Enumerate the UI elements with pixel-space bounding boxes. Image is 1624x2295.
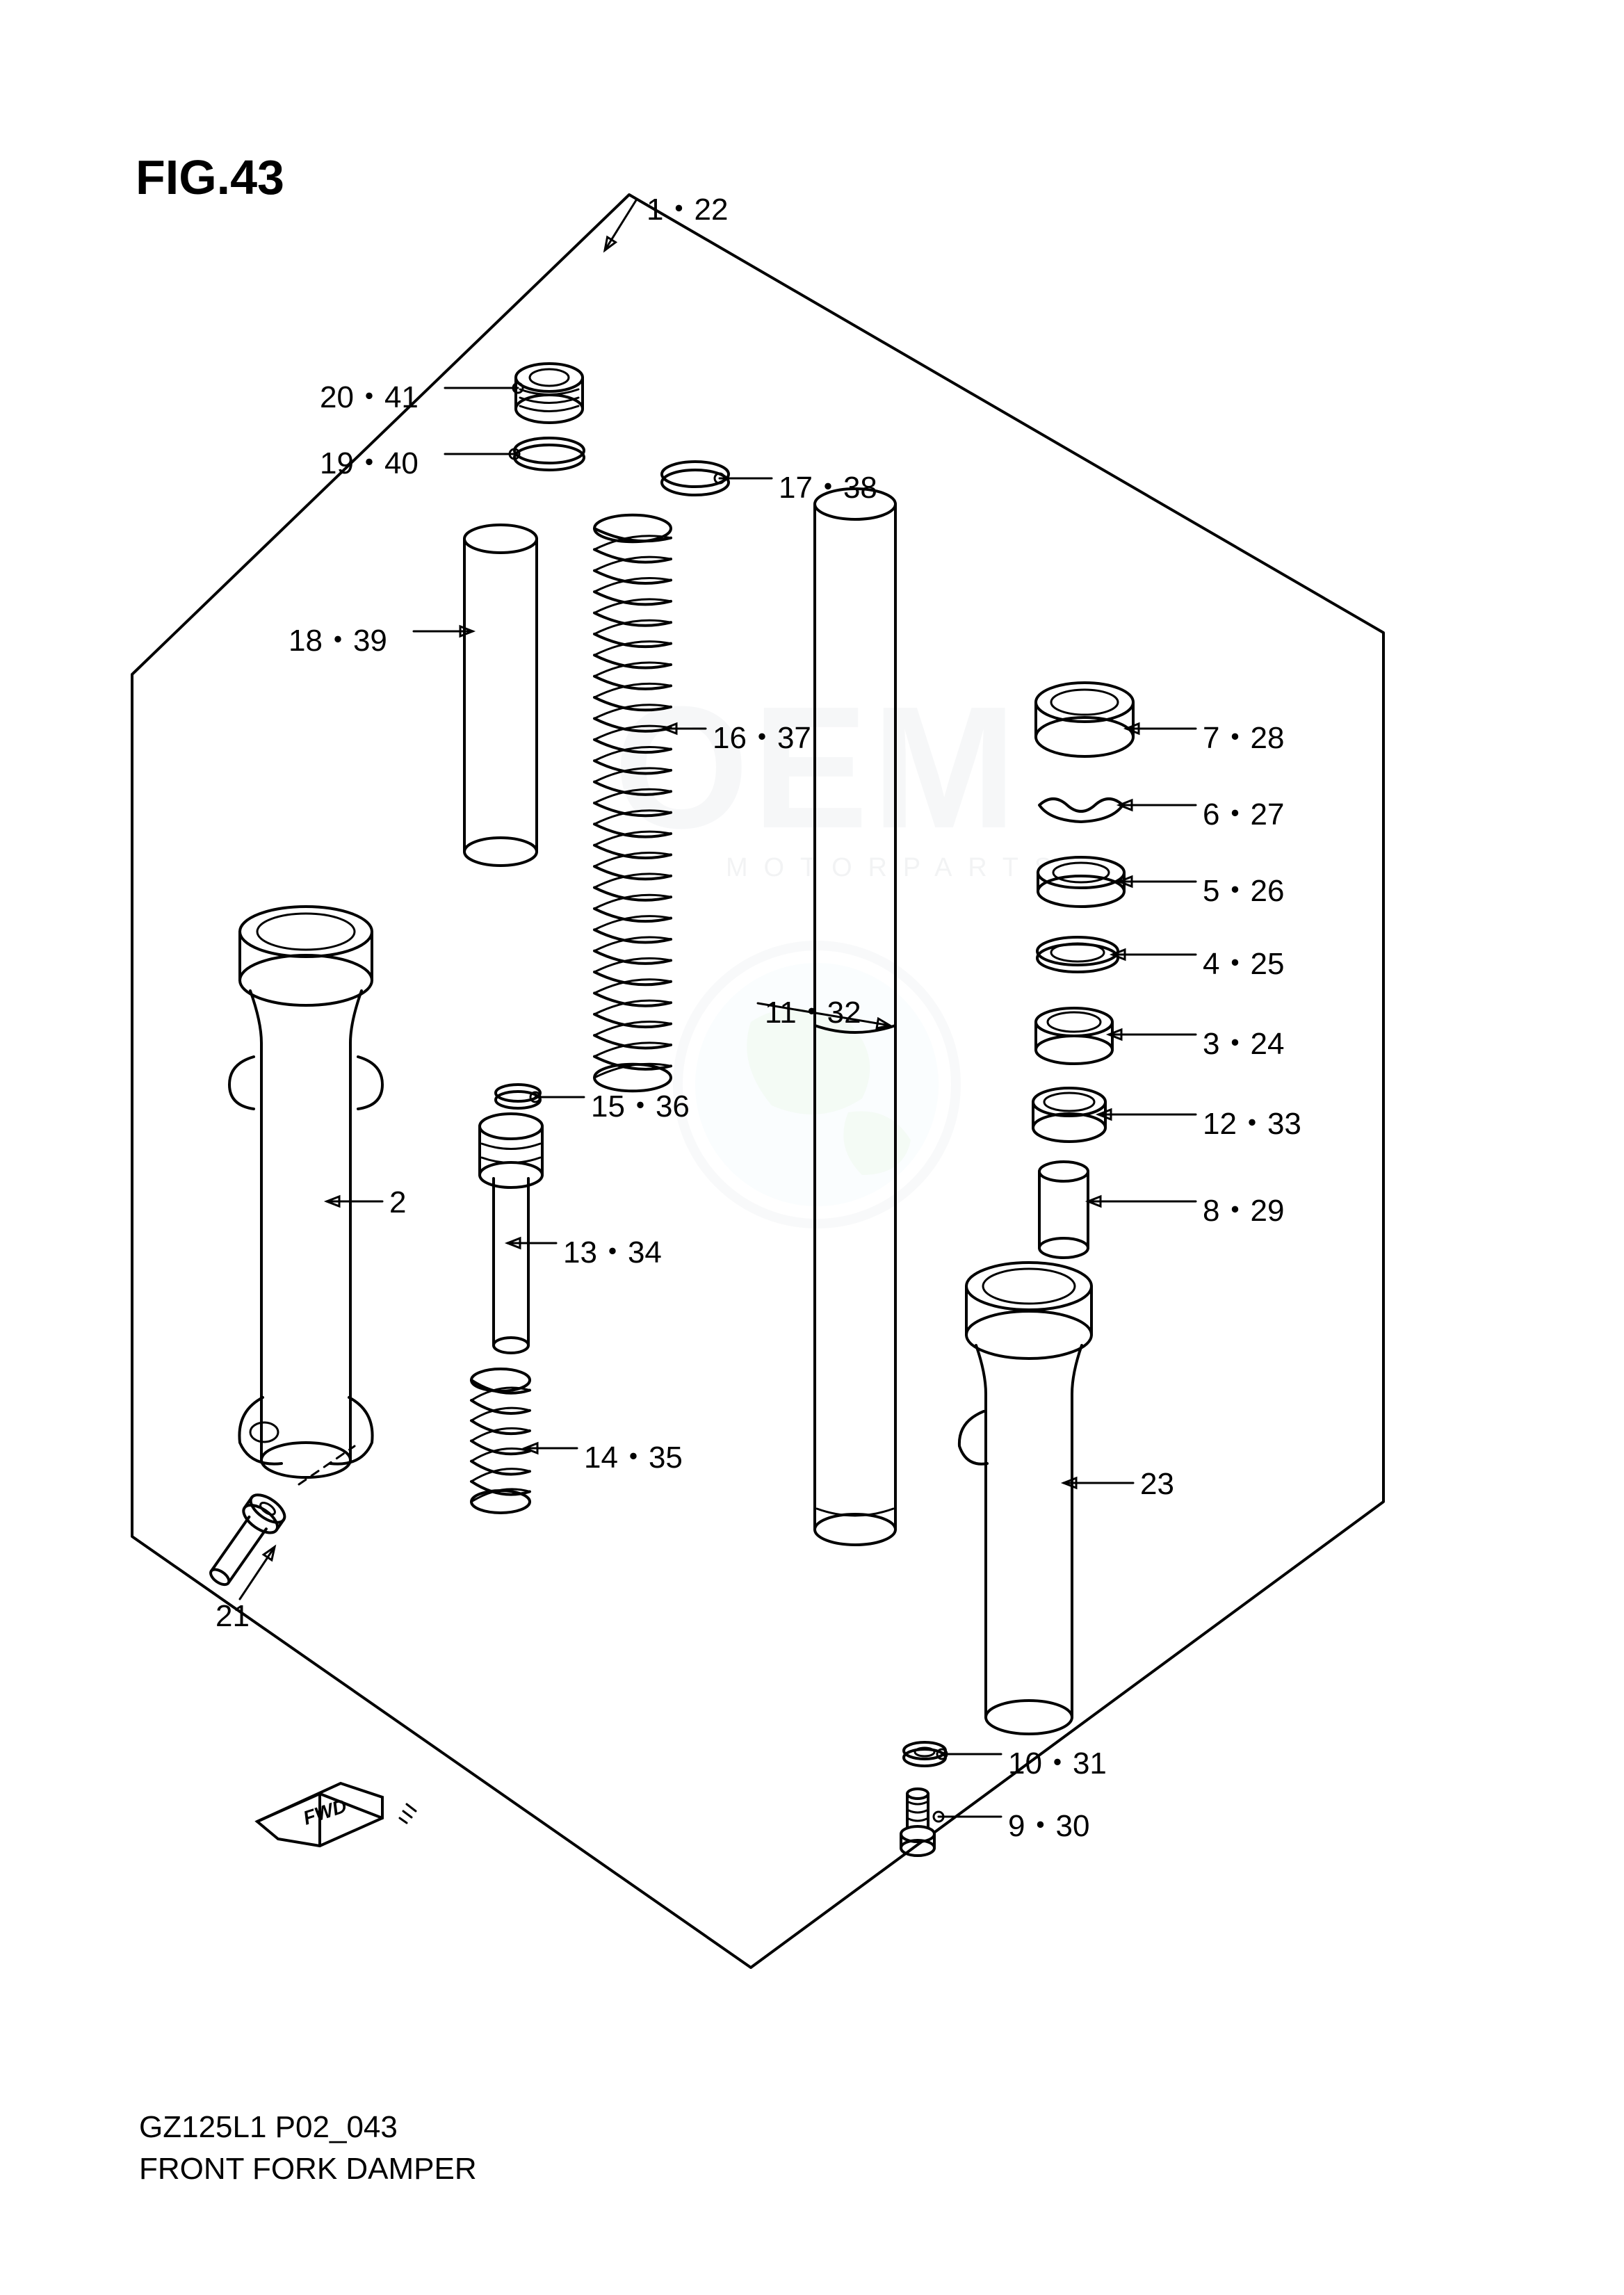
callout-c12: 12・33 (1203, 1098, 1301, 1143)
part-oring-19 (514, 438, 584, 470)
callout-c18: 18・39 (289, 615, 387, 660)
fwd-arrow-icon: FWD (257, 1783, 416, 1846)
callout-c7: 7・28 (1203, 713, 1284, 757)
part-bushing-3 (1036, 1008, 1112, 1064)
part-piston-ring-15 (496, 1085, 540, 1108)
callout-c11: 11・32 (765, 987, 861, 1032)
callout-c23: 23 (1140, 1467, 1174, 1502)
callout-c2: 2 (389, 1185, 406, 1220)
callout-c14: 14・35 (584, 1432, 683, 1477)
footer-line-1: GZ125L1 P02_043 (139, 2110, 398, 2145)
part-dust-seal-7 (1036, 683, 1133, 756)
callout-c13: 13・34 (563, 1227, 662, 1272)
part-rebound-spring-14 (471, 1369, 530, 1513)
part-outer-tube-left-2 (229, 907, 382, 1477)
part-washer-4 (1037, 937, 1118, 972)
part-main-spring-16 (594, 515, 671, 1092)
part-cap-bolt-20 (516, 364, 583, 423)
callout-c9: 9・30 (1008, 1801, 1089, 1845)
callout-c5: 5・26 (1203, 866, 1284, 910)
callout-c6: 6・27 (1203, 789, 1284, 834)
callout-c15: 15・36 (591, 1081, 690, 1126)
callout-c10: 10・31 (1008, 1738, 1107, 1783)
callout-c4: 4・25 (1203, 939, 1284, 983)
exploded-diagram: .ln { stroke:#000; stroke-width:4; fill:… (0, 0, 1624, 2295)
part-gasket-10 (904, 1742, 945, 1766)
callout-c16: 16・37 (713, 713, 811, 757)
callout-c8: 8・29 (1203, 1185, 1284, 1230)
part-oil-seal-5 (1038, 857, 1124, 907)
footer-line-2: FRONT FORK DAMPER (139, 2152, 477, 2187)
part-snap-ring-6 (1039, 799, 1123, 822)
callout-c3: 3・24 (1203, 1019, 1284, 1063)
callout-c19: 19・40 (320, 438, 419, 482)
callout-c1: 1・22 (647, 184, 728, 229)
callout-c17: 17・38 (779, 462, 877, 507)
part-bolt-21 (201, 1489, 289, 1592)
callout-c21: 21 (216, 1599, 250, 1634)
part-slide-metal-12 (1033, 1088, 1105, 1142)
callout-c20: 20・41 (320, 372, 419, 416)
part-outer-tube-right-23 (959, 1263, 1091, 1734)
part-inner-tube-18 (464, 525, 537, 866)
part-oil-lock-8 (1039, 1162, 1088, 1258)
part-cylinder-13 (480, 1114, 542, 1353)
